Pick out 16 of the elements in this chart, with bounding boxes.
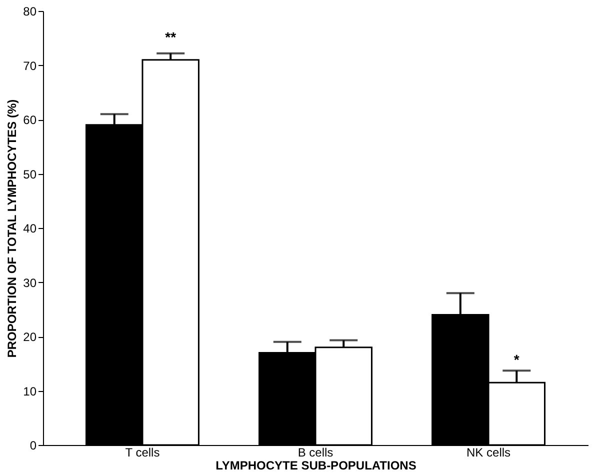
x-tick-label: T cells [125, 446, 160, 460]
y-tick-label: 0 [30, 438, 37, 452]
y-tick-label: 20 [23, 330, 37, 344]
x-axis-title: LYMPHOCYTE SUB-POPULATIONS [216, 458, 416, 472]
y-tick-label: 30 [23, 276, 37, 290]
y-axis-title: PROPORTION OF TOTAL LYMPHOCYTES (%) [5, 99, 20, 358]
y-tick-label: 70 [23, 58, 37, 73]
x-tick-label: B cells [298, 446, 334, 460]
y-tick-label: 10 [23, 384, 37, 398]
y-tick-label: 80 [23, 4, 37, 18]
annotation: * [514, 352, 520, 368]
y-tick-label: 40 [23, 222, 37, 236]
y-tick-label: 60 [23, 113, 37, 127]
x-tick-label: NK cells [466, 446, 511, 460]
annotation: ** [165, 28, 177, 45]
y-tick-label: 50 [23, 167, 37, 182]
